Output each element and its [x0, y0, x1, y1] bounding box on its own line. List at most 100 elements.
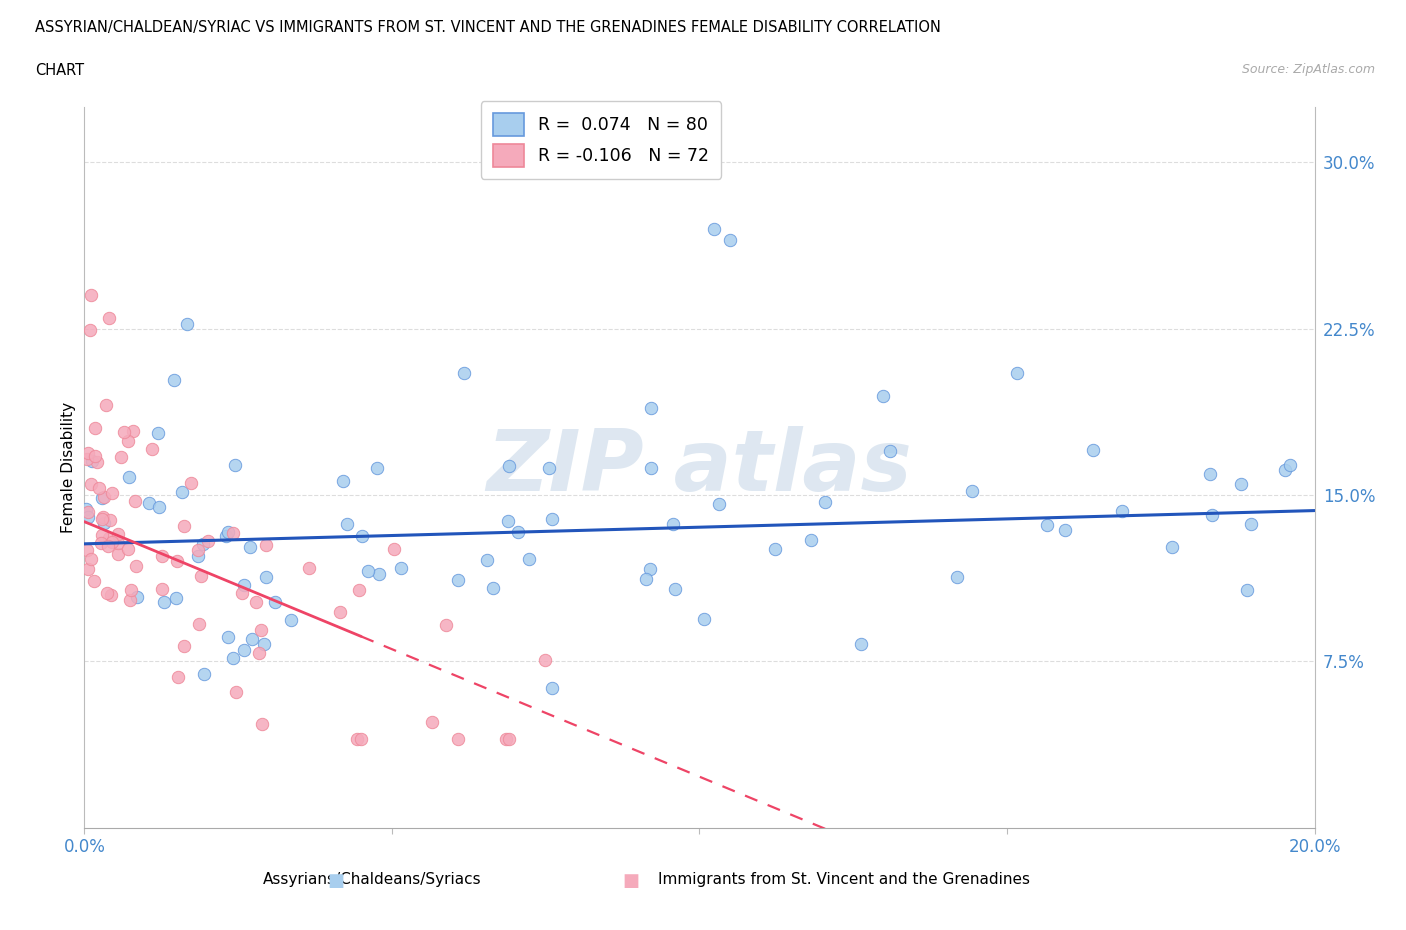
Text: ■: ■: [328, 872, 344, 890]
Point: [280, 612, 302, 627]
Point: [498, 458, 520, 473]
Point: [190, 568, 212, 583]
Point: [475, 552, 498, 567]
Point: [498, 732, 520, 747]
Point: [173, 638, 195, 653]
Point: [506, 525, 529, 539]
Point: [495, 732, 517, 747]
Point: [188, 617, 211, 631]
Point: [83, 448, 105, 463]
Point: [193, 667, 215, 682]
Point: [250, 622, 273, 637]
Point: [298, 561, 321, 576]
Point: [872, 389, 894, 404]
Point: [150, 581, 173, 596]
Point: [100, 535, 122, 550]
Point: [141, 442, 163, 457]
Point: [94, 397, 117, 412]
Point: [77, 562, 100, 577]
Point: [1053, 523, 1076, 538]
Point: [187, 542, 209, 557]
Point: [389, 560, 412, 575]
Point: [112, 425, 135, 440]
Point: [349, 583, 371, 598]
Point: [98, 531, 121, 546]
Point: [534, 652, 557, 667]
Point: [77, 445, 100, 460]
Point: [165, 591, 187, 605]
Point: [96, 585, 118, 600]
Point: [110, 450, 132, 465]
Point: [222, 525, 245, 540]
Point: [239, 539, 262, 554]
Point: [163, 373, 186, 388]
Point: [718, 232, 741, 247]
Point: [254, 538, 277, 552]
Point: [138, 496, 160, 511]
Point: [879, 444, 901, 458]
Point: [765, 542, 787, 557]
Text: ZIP atlas: ZIP atlas: [486, 426, 912, 509]
Point: [233, 643, 256, 658]
Point: [332, 473, 354, 488]
Point: [117, 433, 139, 448]
Point: [167, 670, 190, 684]
Point: [77, 510, 100, 525]
Point: [120, 593, 142, 608]
Point: [180, 475, 202, 490]
Point: [90, 527, 112, 542]
Point: [86, 455, 108, 470]
Point: [800, 533, 823, 548]
Point: [252, 717, 274, 732]
Point: [120, 582, 142, 597]
Point: [357, 564, 380, 578]
Point: [148, 499, 170, 514]
Point: [517, 551, 540, 566]
Point: [187, 549, 209, 564]
Point: [945, 569, 967, 584]
Point: [80, 454, 103, 469]
Point: [814, 495, 837, 510]
Point: [540, 680, 562, 695]
Point: [215, 528, 238, 543]
Point: [661, 516, 683, 531]
Point: [1111, 504, 1133, 519]
Point: [107, 535, 129, 550]
Point: [84, 420, 107, 435]
Point: [352, 528, 374, 543]
Point: [1161, 540, 1184, 555]
Point: [152, 595, 174, 610]
Point: [77, 505, 100, 520]
Point: [537, 460, 560, 475]
Point: [240, 631, 263, 646]
Point: [217, 525, 239, 539]
Point: [217, 630, 239, 644]
Point: [1279, 458, 1302, 472]
Text: Source: ZipAtlas.com: Source: ZipAtlas.com: [1241, 63, 1375, 76]
Point: [93, 490, 115, 505]
Point: [176, 317, 198, 332]
Point: [254, 570, 277, 585]
Point: [166, 553, 188, 568]
Point: [91, 509, 114, 524]
Point: [1201, 507, 1223, 522]
Point: [97, 538, 120, 553]
Point: [1240, 516, 1263, 531]
Point: [447, 732, 470, 747]
Point: [350, 732, 373, 747]
Point: [264, 594, 287, 609]
Point: [453, 365, 475, 380]
Text: Immigrants from St. Vincent and the Grenadines: Immigrants from St. Vincent and the Gren…: [658, 872, 1029, 887]
Point: [79, 288, 101, 303]
Point: [496, 513, 519, 528]
Point: [1035, 517, 1057, 532]
Point: [693, 612, 716, 627]
Text: ASSYRIAN/CHALDEAN/SYRIAC VS IMMIGRANTS FROM ST. VINCENT AND THE GRENADINES FEMAL: ASSYRIAN/CHALDEAN/SYRIAC VS IMMIGRANTS F…: [35, 20, 941, 35]
Point: [98, 311, 120, 325]
Point: [197, 533, 219, 548]
Point: [245, 594, 267, 609]
Point: [640, 401, 662, 416]
Text: ■: ■: [623, 872, 640, 890]
Point: [253, 637, 276, 652]
Point: [98, 512, 121, 527]
